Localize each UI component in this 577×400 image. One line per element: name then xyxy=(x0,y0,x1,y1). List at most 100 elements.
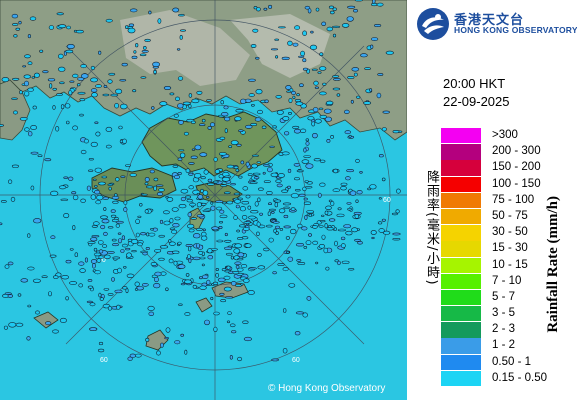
rain-echo xyxy=(171,207,179,212)
rain-echo xyxy=(344,130,351,135)
rain-echo xyxy=(283,308,287,313)
rain-echo xyxy=(363,101,372,105)
rain-echo xyxy=(250,43,257,48)
rain-echo xyxy=(308,213,312,217)
rain-echo xyxy=(195,227,203,231)
rain-echo xyxy=(219,221,224,224)
rain-echo xyxy=(319,159,326,163)
rain-echo xyxy=(65,49,74,54)
rain-echo xyxy=(283,225,291,229)
rain-echo xyxy=(126,252,132,258)
rain-echo xyxy=(28,131,33,137)
rain-echo xyxy=(263,247,270,252)
rain-echo xyxy=(156,350,161,356)
rain-echo xyxy=(351,227,359,233)
rain-echo xyxy=(87,285,94,289)
rain-echo xyxy=(371,236,375,240)
rain-echo xyxy=(267,211,271,216)
rain-echo xyxy=(90,65,95,71)
rain-echo xyxy=(307,116,315,121)
rain-echo xyxy=(247,205,252,210)
rain-echo xyxy=(93,221,100,226)
rain-echo xyxy=(117,232,122,235)
rain-echo xyxy=(160,342,164,348)
rain-echo xyxy=(202,274,209,279)
rain-echo xyxy=(72,73,79,78)
rain-echo xyxy=(324,116,333,122)
rain-echo xyxy=(296,93,300,97)
rain-echo xyxy=(131,239,139,244)
rain-echo xyxy=(156,184,164,187)
rain-echo xyxy=(233,192,241,196)
rain-echo xyxy=(206,196,210,199)
rain-echo xyxy=(348,134,352,138)
rain-echo xyxy=(351,67,360,72)
rain-echo xyxy=(274,202,278,208)
rain-echo xyxy=(98,292,102,298)
rain-echo xyxy=(281,56,290,61)
rain-echo xyxy=(319,182,326,187)
rain-echo xyxy=(1,77,10,83)
rain-echo xyxy=(127,356,133,361)
rain-echo xyxy=(242,227,250,231)
rain-echo xyxy=(188,104,192,109)
rain-echo xyxy=(220,100,224,105)
rain-echo xyxy=(172,7,180,13)
rain-echo xyxy=(79,113,84,117)
rain-echo xyxy=(182,101,191,106)
rain-echo xyxy=(303,147,307,153)
legend-item: 10 - 15 xyxy=(441,257,571,274)
rain-echo xyxy=(191,148,196,151)
rain-echo xyxy=(145,247,150,251)
rain-echo xyxy=(168,258,174,264)
rain-echo xyxy=(127,27,136,34)
rain-echo xyxy=(96,194,104,201)
rain-echo xyxy=(217,277,226,283)
rain-echo xyxy=(18,20,22,25)
rain-echo xyxy=(112,243,119,247)
rain-echo xyxy=(107,251,115,254)
rain-echo xyxy=(185,273,190,277)
legend-label: 75 - 100 xyxy=(492,193,535,206)
hko-logo-icon xyxy=(417,8,449,40)
range-ring-label: 60 xyxy=(292,357,300,364)
rain-echo xyxy=(159,245,169,249)
rain-echo xyxy=(216,239,224,243)
rain-echo xyxy=(213,157,218,162)
rain-echo xyxy=(98,50,102,55)
legend-label: 1 - 2 xyxy=(492,339,516,352)
rain-echo xyxy=(175,96,181,102)
rain-echo xyxy=(224,128,228,134)
rain-echo xyxy=(295,311,304,315)
rain-echo xyxy=(39,49,44,53)
legend-item: >300 xyxy=(441,128,571,144)
rain-echo xyxy=(302,312,308,318)
rain-echo xyxy=(287,112,292,115)
rain-echo xyxy=(135,43,139,48)
rain-echo xyxy=(177,172,182,176)
rain-echo xyxy=(57,53,64,59)
rain-echo xyxy=(353,211,362,215)
rain-echo xyxy=(232,271,240,275)
rain-echo xyxy=(240,98,247,104)
rain-echo xyxy=(0,222,3,226)
rain-echo xyxy=(306,296,312,301)
rain-echo xyxy=(345,230,353,236)
rain-echo xyxy=(336,93,341,97)
rain-echo xyxy=(24,91,30,97)
rain-echo xyxy=(30,151,39,155)
range-ring-label: 60 xyxy=(383,197,391,204)
rain-echo xyxy=(140,232,147,236)
rain-echo xyxy=(220,299,227,303)
rain-echo xyxy=(381,127,387,132)
rain-echo xyxy=(303,197,308,201)
rain-echo xyxy=(178,14,185,17)
legend-swatch xyxy=(441,241,481,257)
legend-label: 0.15 - 0.50 xyxy=(492,371,547,384)
rain-echo xyxy=(250,123,258,127)
rain-echo xyxy=(355,158,360,163)
rain-echo xyxy=(150,228,154,231)
rain-echo xyxy=(31,76,35,79)
rain-echo xyxy=(191,98,200,104)
rain-echo xyxy=(196,202,202,208)
